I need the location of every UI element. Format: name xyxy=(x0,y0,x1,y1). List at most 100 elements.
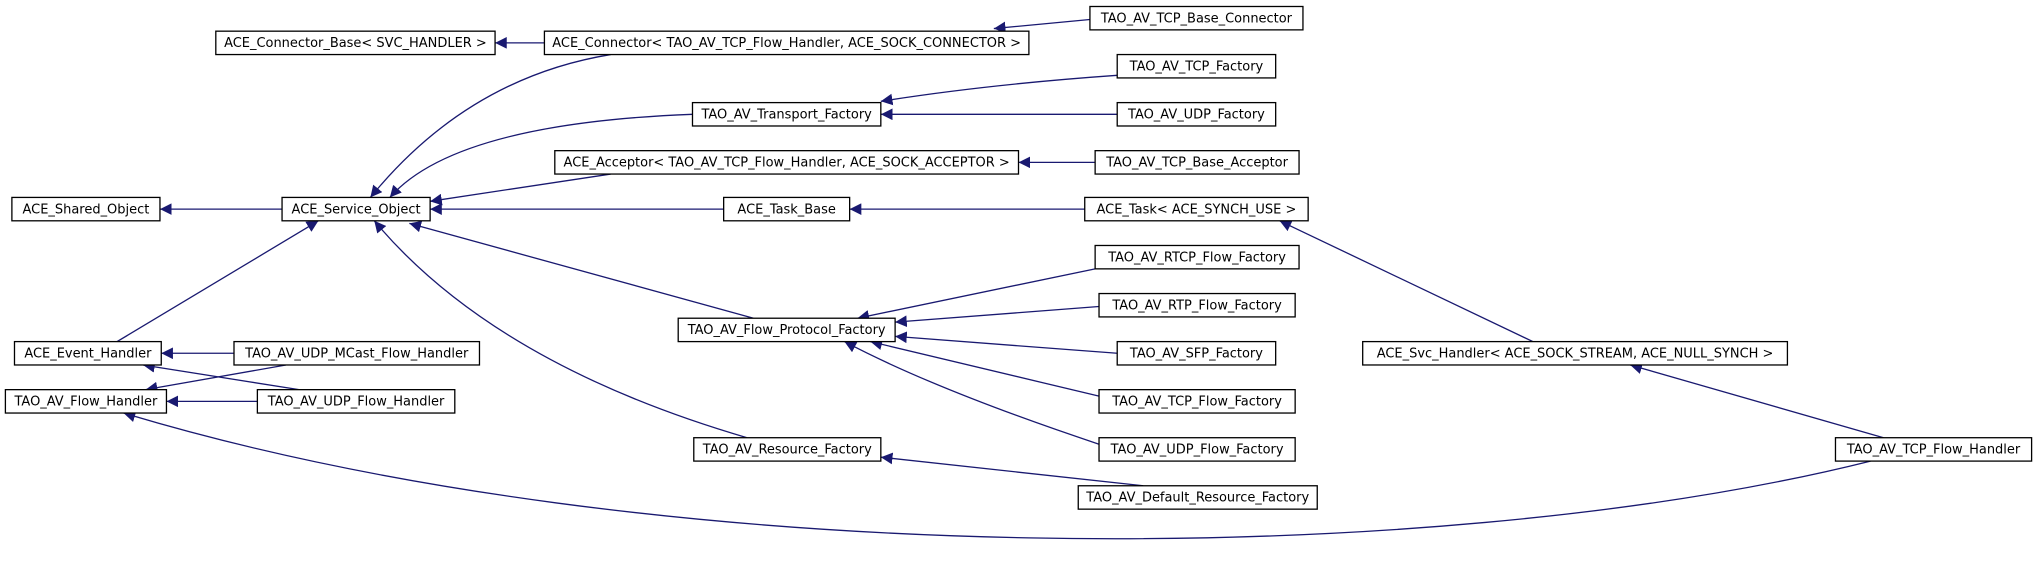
inheritance-arrow xyxy=(389,113,693,198)
class-node[interactable]: ACE_Connector< TAO_AV_TCP_Flow_Handler, … xyxy=(543,30,1030,56)
class-box xyxy=(1362,340,1789,366)
class-label: ACE_Shared_Object xyxy=(23,202,150,217)
inheritance-arrow xyxy=(123,410,1871,540)
class-box xyxy=(1834,437,2033,462)
class-label: ACE_Svc_Handler< ACE_SOCK_STREAM, ACE_NU… xyxy=(1377,346,1774,361)
class-label: ACE_Task< ACE_SYNCH_USE > xyxy=(1097,202,1297,217)
inheritance-arrow xyxy=(430,173,611,206)
class-node[interactable]: TAO_AV_Flow_Handler xyxy=(4,389,168,414)
class-label: TAO_AV_UDP_Flow_Handler xyxy=(267,394,445,409)
class-label: ACE_Connector< TAO_AV_TCP_Flow_Handler, … xyxy=(552,36,1021,51)
class-box xyxy=(281,196,431,222)
class-box xyxy=(256,389,456,414)
class-label: ACE_Acceptor< TAO_AV_TCP_Flow_Handler, A… xyxy=(564,156,1010,171)
class-box xyxy=(1116,340,1277,366)
class-box xyxy=(1098,389,1296,414)
class-node[interactable]: ACE_Task< ACE_SYNCH_USE > xyxy=(1084,196,1309,222)
class-box xyxy=(1094,150,1300,175)
class-node[interactable]: TAO_AV_Transport_Factory xyxy=(691,101,882,127)
class-node[interactable]: TAO_AV_TCP_Base_Acceptor xyxy=(1094,150,1300,175)
class-node[interactable]: TAO_AV_UDP_Flow_Factory xyxy=(1098,437,1296,462)
class-label: TAO_AV_TCP_Factory xyxy=(1129,59,1264,74)
class-box xyxy=(1077,485,1318,510)
class-label: TAO_AV_Flow_Protocol_Factory xyxy=(687,323,886,338)
class-box xyxy=(233,340,481,366)
class-label: TAO_AV_TCP_Flow_Factory xyxy=(1111,394,1282,409)
inheritance-arrow xyxy=(895,331,1118,354)
class-label: TAO_AV_RTCP_Flow_Factory xyxy=(1107,250,1286,265)
inheritance-arrow xyxy=(116,220,319,343)
inheritance-arrow xyxy=(409,220,754,319)
class-node[interactable]: TAO_AV_TCP_Factory xyxy=(1116,53,1277,79)
class-box xyxy=(543,30,1030,56)
class-node[interactable]: ACE_Shared_Object xyxy=(11,196,161,222)
class-label: ACE_Event_Handler xyxy=(24,346,152,361)
class-node[interactable]: TAO_AV_UDP_MCast_Flow_Handler xyxy=(233,340,481,366)
class-box xyxy=(1084,196,1309,222)
class-box xyxy=(1094,244,1300,270)
class-label: ACE_Service_Object xyxy=(292,202,421,217)
class-node[interactable]: TAO_AV_RTCP_Flow_Factory xyxy=(1094,244,1300,270)
class-label: ACE_Task_Base xyxy=(737,202,835,217)
class-box xyxy=(1098,437,1296,462)
class-label: TAO_AV_UDP_Flow_Factory xyxy=(1110,443,1284,458)
class-label: TAO_AV_UDP_Factory xyxy=(1127,107,1265,122)
class-label: TAO_AV_TCP_Base_Acceptor xyxy=(1105,156,1288,171)
class-node[interactable]: TAO_AV_Resource_Factory xyxy=(693,437,882,462)
class-box xyxy=(723,196,851,222)
class-box xyxy=(4,389,168,414)
inheritance-arrow xyxy=(373,220,748,439)
class-node[interactable]: TAO_AV_TCP_Base_Connector xyxy=(1089,5,1304,31)
class-label: TAO_AV_Transport_Factory xyxy=(700,107,872,122)
class-node[interactable]: ACE_Service_Object xyxy=(281,196,431,222)
class-node[interactable]: TAO_AV_Default_Resource_Factory xyxy=(1077,485,1318,510)
inheritance-arrow xyxy=(1279,220,1534,343)
class-node[interactable]: TAO_AV_UDP_Factory xyxy=(1116,101,1277,127)
class-node[interactable]: TAO_AV_TCP_Flow_Factory xyxy=(1098,389,1296,414)
class-label: TAO_AV_Flow_Handler xyxy=(14,394,158,409)
class-label: TAO_AV_UDP_MCast_Flow_Handler xyxy=(244,346,469,361)
class-label: TAO_AV_TCP_Flow_Handler xyxy=(1846,443,2021,458)
inheritance-arrow xyxy=(844,341,1100,445)
class-box xyxy=(1089,5,1304,31)
class-box xyxy=(13,340,162,366)
inheritance-arrow xyxy=(880,452,1144,487)
class-box xyxy=(1116,53,1277,79)
inheritance-arrow xyxy=(145,364,287,394)
class-label: ACE_Connector_Base< SVC_HANDLER > xyxy=(224,36,487,51)
inheritance-arrow xyxy=(142,361,300,391)
class-node[interactable]: ACE_Event_Handler xyxy=(13,340,162,366)
class-node[interactable]: ACE_Connector_Base< SVC_HANDLER > xyxy=(215,30,496,56)
nodes: ACE_Connector_Base< SVC_HANDLER > ACE_Con… xyxy=(4,5,2033,510)
class-node[interactable]: TAO_AV_SFP_Factory xyxy=(1116,340,1277,366)
class-node[interactable]: TAO_AV_TCP_Flow_Handler xyxy=(1834,437,2033,462)
class-box xyxy=(215,30,496,56)
edges xyxy=(116,18,1884,540)
class-node[interactable]: TAO_AV_UDP_Flow_Handler xyxy=(256,389,456,414)
class-box xyxy=(693,437,882,462)
inheritance-arrow xyxy=(857,268,1096,322)
class-node[interactable]: TAO_AV_RTP_Flow_Factory xyxy=(1098,292,1296,318)
class-box xyxy=(691,101,882,127)
inheritance-arrow xyxy=(1630,362,1884,439)
class-label: TAO_AV_Default_Resource_Factory xyxy=(1085,491,1309,506)
inheritance-arrow xyxy=(369,53,611,198)
class-label: TAO_AV_SFP_Factory xyxy=(1129,346,1263,361)
class-label: TAO_AV_RTP_Flow_Factory xyxy=(1111,298,1282,313)
class-label: TAO_AV_Resource_Factory xyxy=(702,443,872,458)
class-box xyxy=(1116,101,1277,127)
class-node[interactable]: ACE_Acceptor< TAO_AV_TCP_Flow_Handler, A… xyxy=(554,150,1020,175)
inheritance-arrow xyxy=(895,305,1100,328)
class-label: TAO_AV_TCP_Base_Connector xyxy=(1100,11,1293,26)
class-node[interactable]: ACE_Svc_Handler< ACE_SOCK_STREAM, ACE_NU… xyxy=(1362,340,1789,366)
inheritance-arrow xyxy=(880,74,1118,106)
class-box xyxy=(1098,292,1296,318)
class-box xyxy=(554,150,1020,175)
class-node[interactable]: TAO_AV_Flow_Protocol_Factory xyxy=(677,317,896,343)
class-box xyxy=(11,196,161,222)
class-node[interactable]: ACE_Task_Base xyxy=(723,196,851,222)
class-box xyxy=(677,317,896,343)
inheritance-arrow xyxy=(870,338,1100,397)
inheritance-arrow xyxy=(993,18,1090,34)
